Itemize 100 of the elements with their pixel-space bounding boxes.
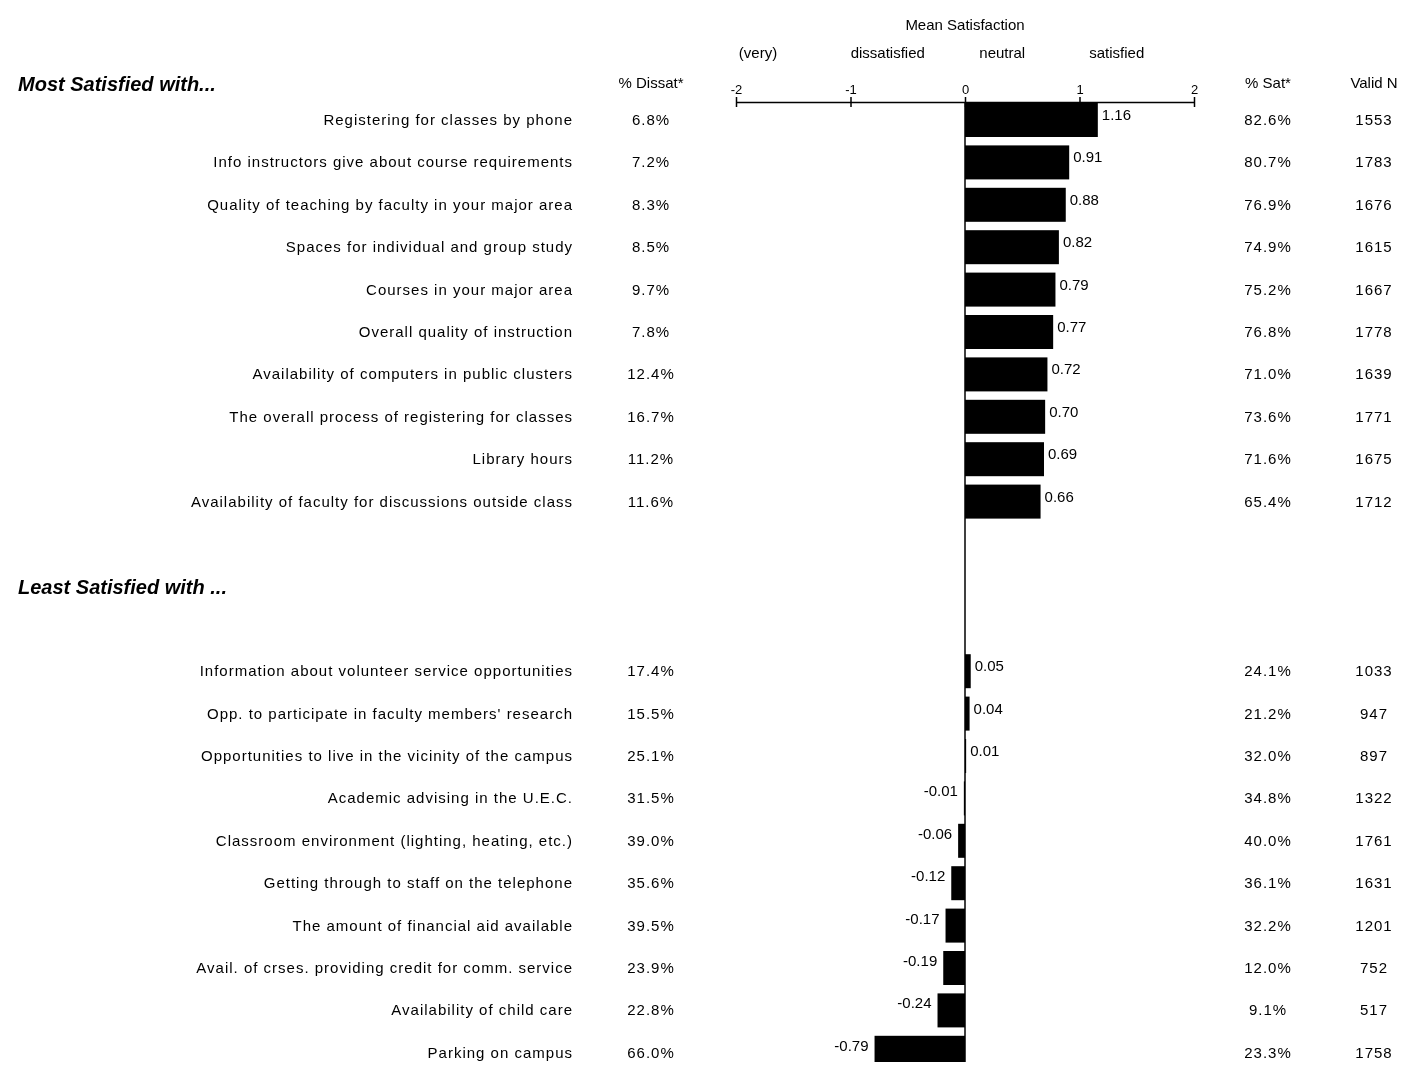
text: 8.5% (631, 238, 671, 256)
text: 75.2% (1244, 280, 1292, 298)
data-label: 0.69 (1048, 445, 1078, 463)
text: 23.9% (627, 959, 675, 976)
text: % Sat* (1245, 74, 1292, 91)
x2-axis-title: Mean Satisfaction (905, 16, 1025, 33)
y-tick-label: Academic advising in the U.E.C. (327, 789, 573, 807)
data-label: 0.04 (973, 699, 1003, 717)
text: 80.7% (1244, 153, 1292, 171)
y-tick-label: Quality of teaching by faculty in your major area (207, 195, 573, 213)
data-label: 0.70 (1049, 402, 1079, 420)
y-tick-label: Availability of child care (391, 1001, 573, 1019)
y-tick-label: Info instructors give about course requirements (213, 153, 573, 171)
y-tick-label: Opp. to participate in faculty members' research (206, 704, 573, 722)
text: 21.2% (1244, 704, 1292, 722)
y-tick-label: Overall quality of instruction (358, 323, 573, 340)
x2-tick-label: 2 (1190, 82, 1199, 97)
y-tick-label: Spaces for individual and group study (285, 238, 573, 256)
data-label: -0.19 (903, 952, 938, 969)
text: 15.5% (627, 704, 675, 722)
text: 8.3% (631, 195, 671, 213)
text: 76.8% (1244, 323, 1292, 340)
text: 1667 (1355, 280, 1393, 298)
y-tick-label: Library hours (472, 450, 573, 468)
text: 16.7% (627, 407, 675, 425)
text: 12.4% (627, 365, 675, 383)
data-label: -0.79 (834, 1036, 869, 1054)
text: 752 (1359, 959, 1389, 976)
x2-tick-label: 0 (961, 82, 970, 97)
text: 1322 (1355, 789, 1393, 807)
text: Valid N (1350, 74, 1398, 91)
y-tick-label: The amount of financial aid available (292, 916, 573, 934)
text: 1033 (1355, 662, 1393, 680)
text: 1553 (1355, 111, 1393, 128)
text: 36.1% (1244, 874, 1292, 892)
y-tick-label: Avail. of crses. providing credit for comm. service (196, 959, 573, 976)
text: 1639 (1355, 365, 1393, 383)
text: 12.0% (1244, 959, 1292, 976)
text: 9.7% (631, 280, 671, 298)
data-label: 0.01 (970, 742, 1000, 759)
y-tick-label: Opportunities to live in the vicinity of the campus (201, 747, 573, 764)
text: 73.6% (1244, 407, 1292, 425)
text: 23.3% (1244, 1043, 1292, 1061)
data-label: 0.77 (1057, 318, 1087, 335)
text: 24.1% (1244, 662, 1292, 680)
text: 7.2% (631, 153, 671, 171)
data-label: 0.79 (1059, 275, 1089, 293)
data-label: 0.66 (1044, 487, 1074, 505)
text: 40.0% (1244, 831, 1292, 849)
text: 1675 (1355, 450, 1393, 468)
text: 1631 (1355, 874, 1393, 892)
text: 82.6% (1244, 111, 1292, 128)
text: 39.0% (627, 831, 675, 849)
text: 517 (1359, 1001, 1389, 1019)
text: 17.4% (627, 662, 675, 680)
text: 1712 (1355, 492, 1393, 510)
y-tick-label: Parking on campus (427, 1043, 573, 1061)
text: 7.8% (631, 323, 671, 340)
data-label: -0.17 (905, 909, 940, 927)
text: 1761 (1355, 831, 1393, 849)
data-label: 0.91 (1073, 148, 1103, 166)
x2-tick-label: 1 (1076, 82, 1084, 97)
data-label: -0.01 (923, 782, 958, 800)
data-label: 1.16 (1101, 106, 1132, 123)
text: 1201 (1355, 916, 1393, 934)
text: 6.8% (631, 111, 671, 128)
text: satisfied (1089, 44, 1145, 61)
text: neutral (979, 44, 1026, 61)
y-tick-label: Availability of computers in public clusters (252, 365, 573, 383)
text: 1758 (1355, 1043, 1393, 1061)
text: 32.2% (1244, 916, 1292, 934)
text: 39.5% (627, 916, 675, 934)
text: 25.1% (627, 747, 675, 764)
text: 32.0% (1244, 747, 1292, 764)
text: 74.9% (1244, 238, 1292, 256)
text: 35.6% (627, 874, 675, 892)
y-tick-label: Availability of faculty for discussions outside class (190, 492, 573, 510)
text: 71.0% (1244, 365, 1292, 383)
text: 76.9% (1244, 195, 1292, 213)
text: 947 (1359, 704, 1389, 722)
y-tick-label: Classroom environment (lighting, heating, etc.) (215, 831, 573, 849)
text: dissatisfied (850, 44, 925, 61)
y-tick-label: Getting through to staff on the telephone (263, 874, 573, 892)
y-tick-label: Courses in your major area (366, 280, 573, 298)
data-label: 0.88 (1069, 190, 1099, 208)
text: 897 (1359, 747, 1389, 764)
text: % Dissat* (618, 74, 684, 91)
text: 31.5% (627, 789, 675, 807)
text: 34.8% (1244, 789, 1292, 807)
text: 11.6% (627, 492, 675, 510)
text: 9.1% (1248, 1001, 1288, 1019)
text: 1676 (1355, 195, 1393, 213)
text: 1771 (1355, 407, 1393, 425)
x2-tick-label: -1 (845, 82, 857, 97)
text: 71.6% (1244, 450, 1292, 468)
data-label: -0.12 (911, 867, 946, 885)
data-label: 0.05 (974, 657, 1004, 675)
text: Least Satisfied with ... (18, 576, 227, 599)
text: Most Satisfied with... (18, 73, 216, 95)
x2-tick-label: -2 (730, 82, 743, 97)
